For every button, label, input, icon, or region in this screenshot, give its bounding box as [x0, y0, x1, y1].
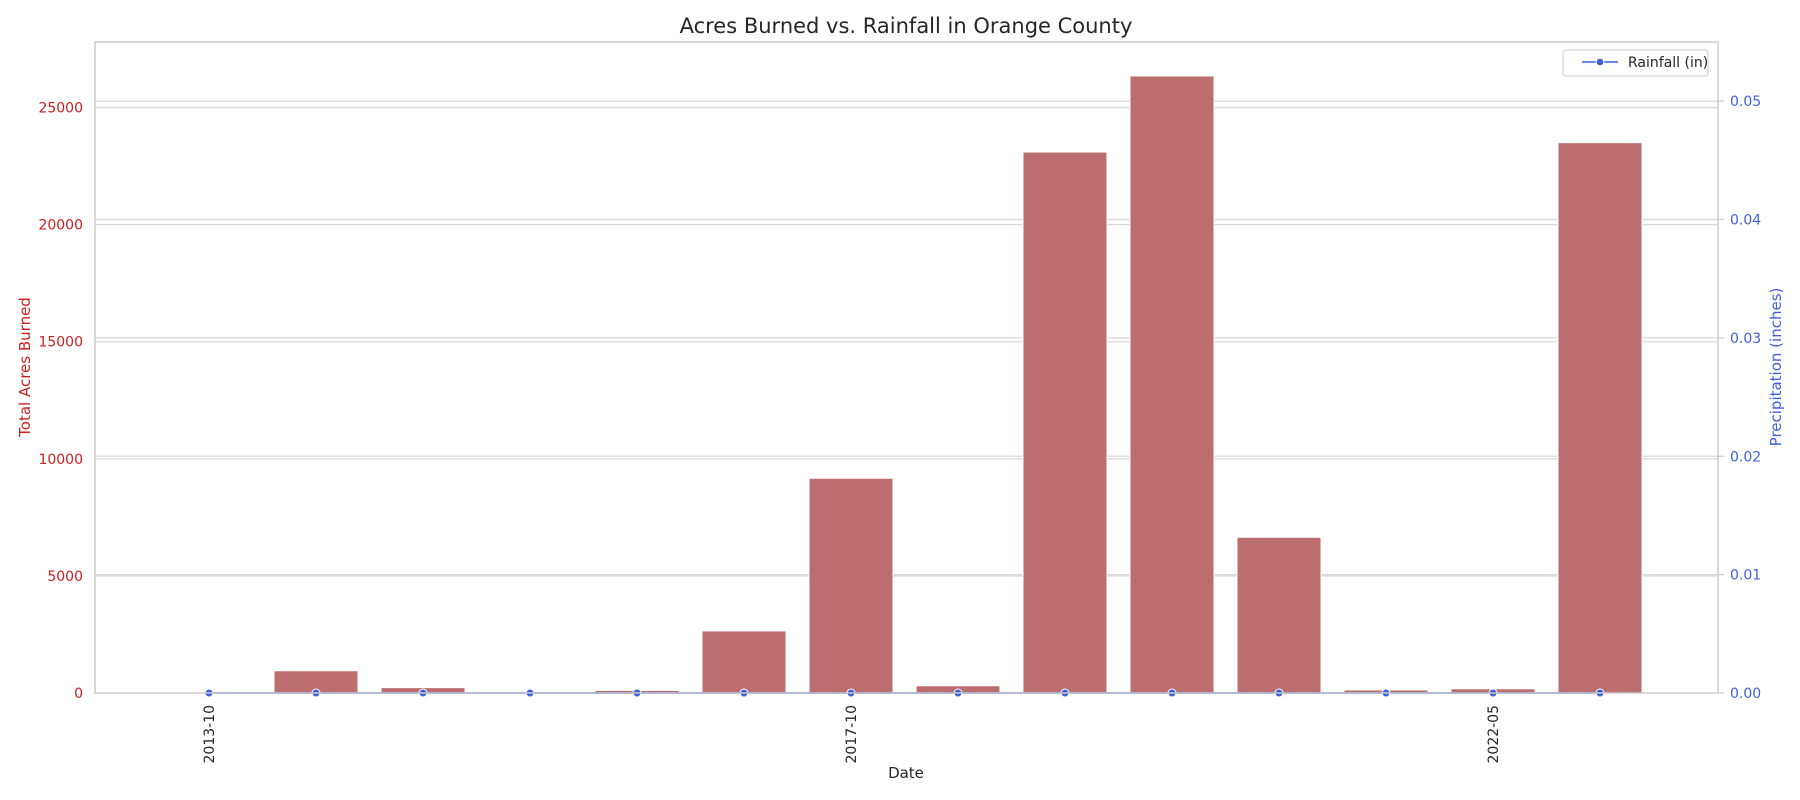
legend-rainfall-label: Rainfall (in)	[1628, 55, 1708, 71]
y-tick-label: 15000	[38, 335, 83, 351]
y-axis-label: Total Acres Burned	[16, 297, 34, 438]
right-ticks-layer: 0.00 0.01 0.02 0.03 0.04 0.05	[1718, 94, 1761, 702]
y2-tick-label: 0.02	[1730, 449, 1761, 465]
y2-tick-label: 0.00	[1730, 686, 1761, 702]
legend: Rainfall (in)	[1562, 49, 1709, 77]
bar-acres-burned	[701, 630, 787, 694]
x-axis-label: Date	[888, 764, 924, 782]
y2-tick-label: 0.05	[1730, 94, 1761, 110]
y-tick-label: 0	[74, 686, 83, 702]
x-ticks-layer: 2013-10 2017-10 2022-05	[202, 705, 1502, 764]
bar-acres-burned	[1557, 142, 1643, 694]
bars-layer	[273, 75, 1643, 694]
y2-tick-label: 0.01	[1730, 568, 1761, 584]
x-tick-label: 2017-10	[844, 705, 860, 764]
x-tick-label: 2013-10	[202, 705, 218, 764]
legend-marker-icon	[1595, 57, 1605, 67]
left-ticks-layer: 0 5000 10000 15000 20000 25000	[38, 101, 83, 702]
chart-title: Acres Burned vs. Rainfall in Orange Coun…	[680, 14, 1133, 38]
y2-tick-label: 0.04	[1730, 213, 1761, 229]
bar-acres-burned	[1022, 151, 1108, 694]
grid-layer	[95, 100, 1718, 577]
plot-frame	[94, 41, 1719, 694]
y-tick-label: 10000	[38, 452, 83, 468]
y-tick-label: 5000	[47, 569, 83, 585]
y-tick-label: 20000	[38, 218, 83, 234]
y2-axis-label: Precipitation (inches)	[1767, 288, 1785, 447]
bar-acres-burned	[1236, 536, 1322, 694]
y2-tick-label: 0.03	[1730, 331, 1761, 347]
y-tick-label: 25000	[38, 101, 83, 117]
x-tick-label: 2022-05	[1486, 705, 1502, 764]
legend-box	[1562, 49, 1709, 77]
bar-acres-burned	[808, 477, 894, 694]
bar-acres-burned	[1129, 75, 1215, 694]
